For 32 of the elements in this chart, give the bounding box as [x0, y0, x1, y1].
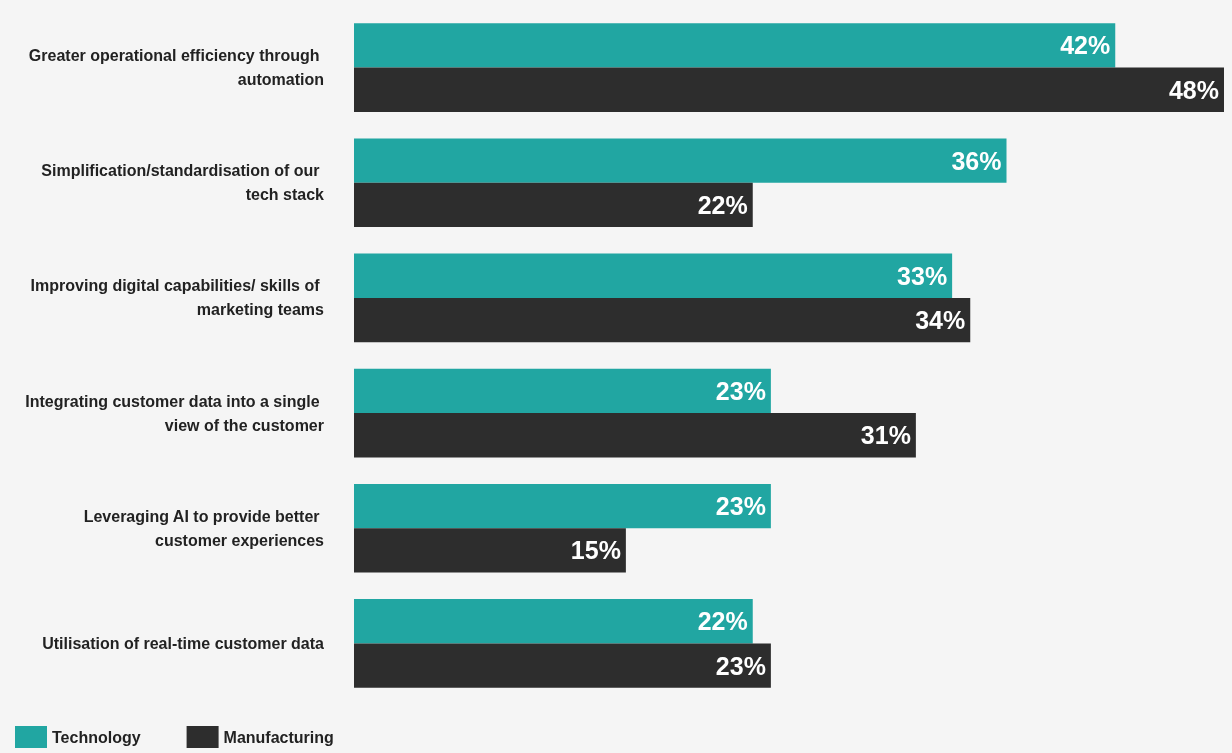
legend-label: Manufacturing [223, 728, 334, 746]
data-label: 23% [715, 651, 766, 680]
bar [354, 138, 1007, 183]
data-label: 23% [715, 376, 766, 405]
data-label: 22% [697, 190, 748, 219]
bar [354, 413, 916, 458]
bar [354, 23, 1116, 68]
y-tick-label: Simplification/standardisation of our tech stack [41, 162, 325, 204]
legend-label: Technology [52, 728, 141, 746]
bar [354, 297, 971, 343]
bar [354, 643, 771, 688]
data-label: 15% [570, 536, 621, 565]
data-label: 48% [1168, 75, 1219, 104]
bar [354, 599, 753, 644]
data-label: 34% [915, 306, 966, 335]
data-label: 31% [860, 421, 911, 450]
y-tick-label: Improving digital capabilities/ skills of marketing teams [30, 277, 325, 319]
y-tick-label: Leveraging AI to provide better customer experiences [83, 507, 325, 549]
bar [354, 368, 771, 414]
data-label: 33% [897, 261, 948, 290]
bar [354, 483, 771, 529]
y-tick-label: Integrating customer data into a single view of the customer [25, 392, 324, 434]
data-label: 22% [697, 607, 748, 636]
bar [354, 182, 753, 228]
data-label: 36% [951, 146, 1002, 175]
y-tick-label: Utilisation of real-time customer data [42, 634, 325, 652]
data-label: 42% [1060, 31, 1111, 60]
data-label: 23% [715, 492, 766, 521]
bar [354, 67, 1224, 112]
bar [354, 528, 626, 573]
bar [354, 253, 953, 298]
y-tick-label: Greater operational efficiency through automation [28, 47, 324, 89]
